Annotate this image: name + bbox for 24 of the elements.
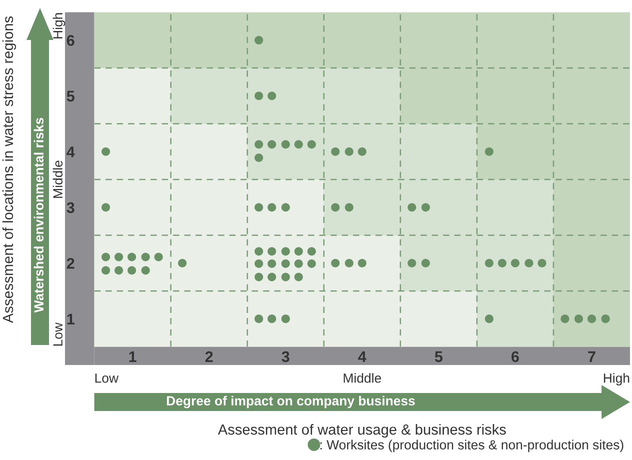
x-axis-title: Assessment of water usage & business risks	[218, 424, 506, 438]
x-tick-label: 1	[129, 351, 136, 362]
text: Low	[95, 374, 119, 383]
text: Watershed environmental risks	[34, 118, 44, 313]
x-tick-label: 7	[588, 351, 596, 362]
y-tick-label: 1	[67, 314, 74, 324]
legend-label: : Worksites (production sites & non-production sites)	[320, 440, 624, 452]
y-tick-label: 6	[66, 35, 74, 46]
text: Degree of impact on company business	[166, 396, 415, 408]
x-tick-label: 5	[434, 351, 442, 362]
text: Low	[53, 322, 63, 346]
x-tick-label: 3	[282, 351, 290, 362]
text: Middle	[344, 373, 381, 383]
x-tick-label: 6	[512, 351, 519, 362]
y-tick-label: 3	[66, 202, 74, 214]
x-tick-label: 4	[358, 351, 366, 362]
text: High	[52, 13, 66, 38]
y-tick-label: 4	[66, 146, 75, 158]
text: Middle	[52, 160, 63, 198]
y-axis-title: Assessment of locations in water stress regions	[2, 16, 16, 324]
y-tick-label: 5	[66, 90, 74, 102]
text: High	[604, 373, 630, 386]
y-tick-label: 2	[66, 258, 74, 269]
x-tick-label: 2	[205, 351, 213, 362]
